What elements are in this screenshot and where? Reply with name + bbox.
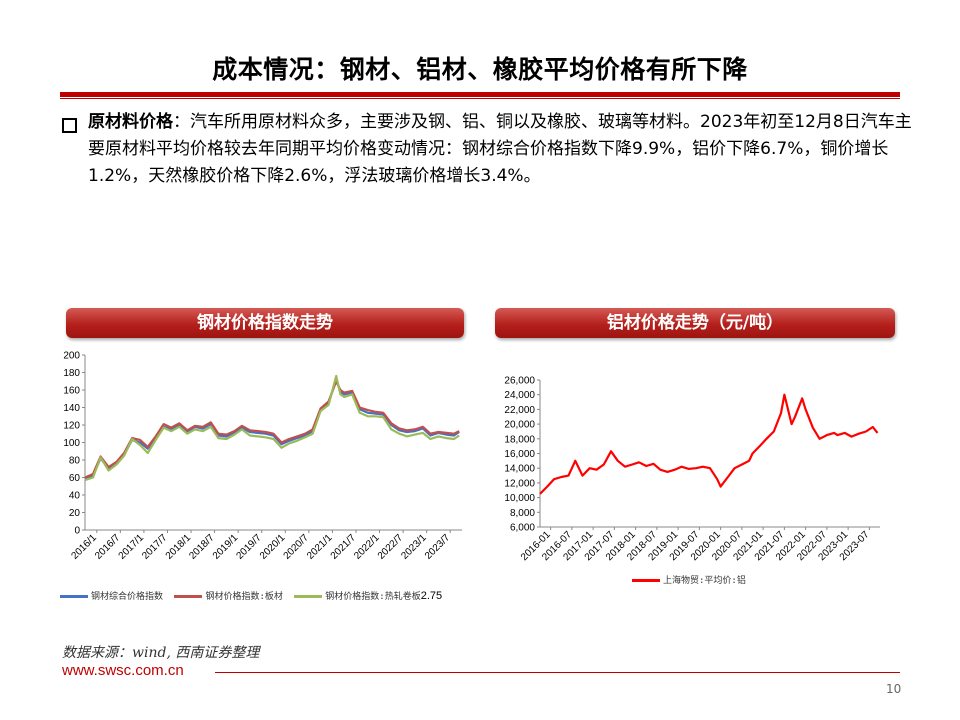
x-tick-label: 2022/1 [352, 532, 382, 562]
x-tick-label: 2017/7 [140, 532, 170, 562]
y-tick-label: 18,000 [504, 434, 535, 445]
x-tick-label: 2016/7 [93, 532, 123, 562]
footer-divider [215, 672, 900, 673]
y-tick-label: 100 [63, 438, 80, 449]
y-tick-label: 160 [63, 386, 80, 397]
y-tick-label: 80 [69, 456, 81, 467]
series-line [84, 374, 460, 482]
y-tick-label: 0 [74, 526, 80, 537]
x-tick-label: 2019/1 [211, 532, 241, 562]
bullet-label: 原材料价格 [88, 112, 173, 132]
website-link[interactable]: www.swsc.com.cn [62, 662, 184, 679]
x-tick-label: 2020/7 [282, 532, 312, 562]
x-tick-label: 2022/7 [376, 532, 406, 562]
x-tick-label: 2021/7 [329, 532, 359, 562]
aluminum-price-chart: 6,000 8,000 10,000 12,000 14,000 16,000 18,000… [504, 376, 880, 563]
y-tick-label: 20 [69, 508, 81, 519]
series-line [84, 380, 460, 479]
x-tick-label: 2021/1 [305, 532, 335, 562]
legend-item-aluminum: 上海物贸:平均价:铝 [663, 576, 746, 586]
title-underline-thin [60, 98, 900, 99]
y-tick-label: 20,000 [504, 420, 535, 431]
x-tick-label: 2017/1 [117, 532, 147, 562]
aluminum-legend: 上海物贸:平均价:铝 [632, 573, 746, 586]
x-tick-label: 2018/1 [164, 532, 194, 562]
title-underline [60, 92, 900, 97]
legend-swatch [174, 595, 203, 598]
x-tick-label: 2018/7 [187, 532, 217, 562]
legend-suffix: 2.75 [420, 590, 443, 602]
legend-swatch [632, 579, 660, 582]
y-tick-label: 24,000 [504, 390, 535, 401]
legend-item-hot-rolled: 钢材价格指数:热轧卷板 [294, 592, 421, 602]
y-tick-label: 10,000 [504, 493, 535, 504]
legend-swatch [294, 595, 323, 598]
y-tick-label: 60 [69, 473, 81, 484]
y-tick-label: 14,000 [504, 464, 535, 475]
y-tick-label: 180 [63, 368, 80, 379]
aluminum-chart-title: 铝材价格走势（元/吨） [495, 308, 895, 338]
square-bullet-icon [62, 118, 77, 133]
y-tick-label: 8,000 [510, 508, 535, 519]
page-number: 10 [886, 682, 902, 696]
legend-item-plate: 钢材价格指数:板材 [174, 592, 283, 602]
steel-legend: 钢材综合价格指数 钢材价格指数:板材 钢材价格指数:热轧卷板2.75 [60, 589, 442, 602]
steel-chart-title: 钢材价格指数走势 [66, 308, 464, 338]
y-tick-label: 16,000 [504, 449, 535, 460]
legend-swatch [60, 595, 88, 598]
y-tick-label: 22,000 [504, 405, 535, 416]
bullet-paragraph: 原材料价格：汽车所用原材料众多，主要涉及钢、铝、铜以及橡胶、玻璃等材料。2023… [88, 109, 920, 190]
x-tick-label: 2023/1 [399, 532, 429, 562]
x-tick-label: 2019/7 [234, 532, 264, 562]
y-tick-label: 26,000 [504, 376, 535, 387]
steel-price-chart: 0204060801001201401601802002016/12016/72… [63, 351, 462, 562]
legend-item-composite: 钢材综合价格指数 [60, 592, 163, 602]
bullet-text: ：汽车所用原材料众多，主要涉及钢、铝、铜以及橡胶、玻璃等材料。2023年初至12… [88, 112, 912, 186]
data-source: 数据来源：wind, 西南证券整理 [62, 645, 260, 661]
y-tick-label: 200 [63, 351, 80, 362]
y-tick-label: 120 [63, 421, 80, 432]
y-tick-label: 140 [63, 403, 80, 414]
series-line [539, 393, 879, 495]
y-tick-label: 12,000 [504, 478, 535, 489]
page-title: 成本情况：钢材、铝材、橡胶平均价格有所下降 [212, 55, 748, 84]
y-tick-label: 40 [69, 491, 81, 502]
x-tick-label: 2023/7 [423, 532, 453, 562]
x-tick-label: 2020/1 [258, 532, 288, 562]
y-tick-label: 6,000 [510, 523, 535, 534]
